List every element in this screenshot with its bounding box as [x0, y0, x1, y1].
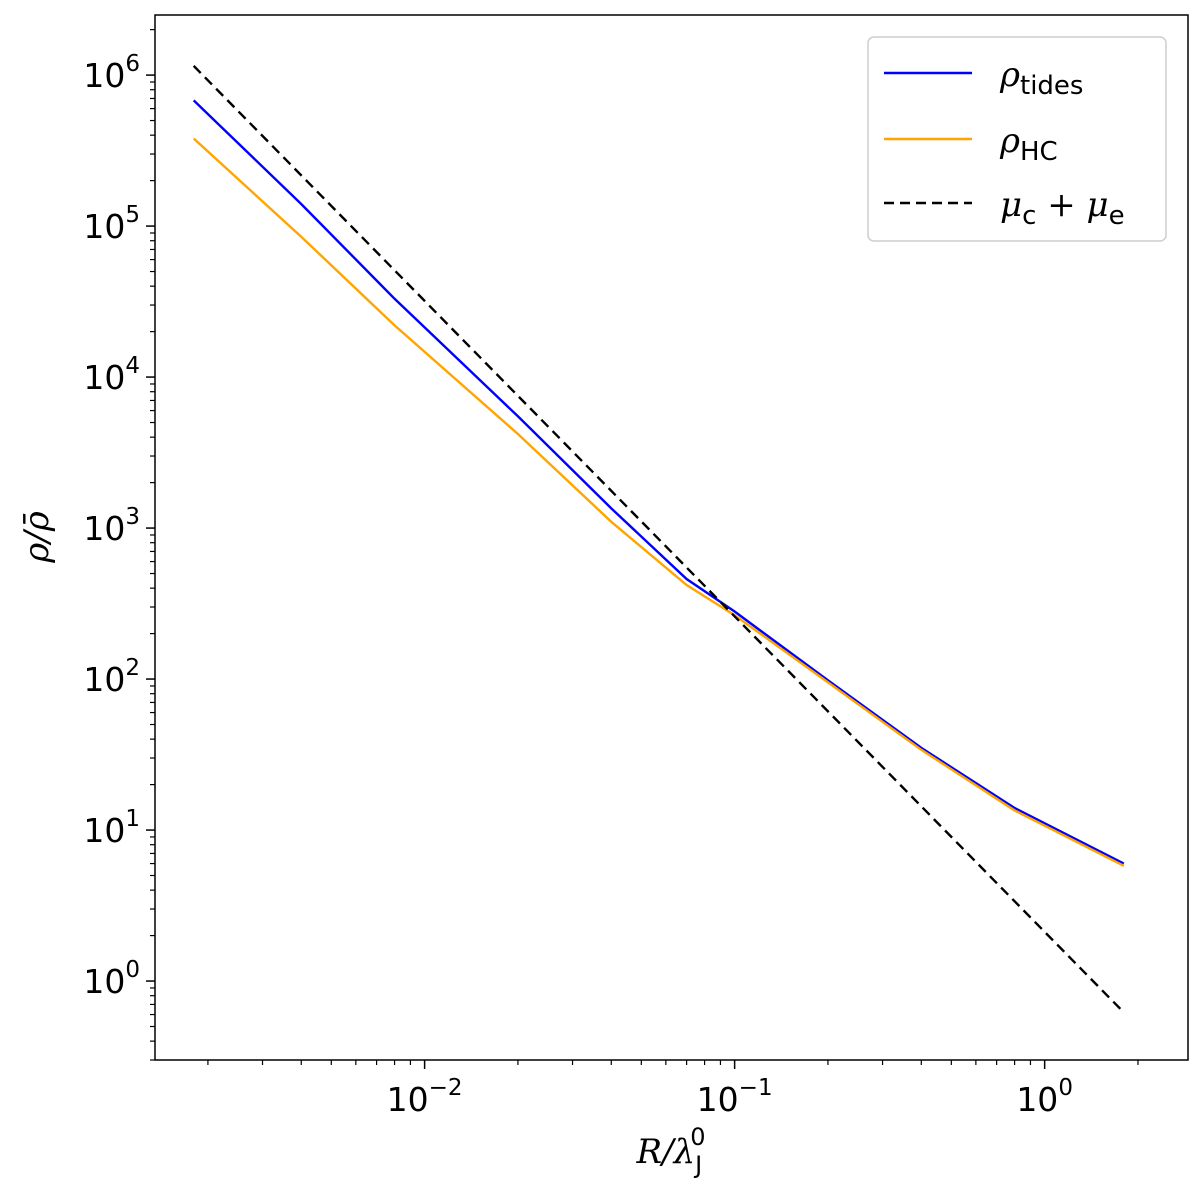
x-tick-label: 10−1	[697, 1075, 773, 1119]
x-tick-label: 100	[1016, 1075, 1073, 1119]
y-tick-label: 102	[83, 655, 140, 699]
series-line-2	[192, 65, 1125, 1014]
y-tick-label: 106	[83, 51, 140, 95]
x-tick-label: 10−2	[387, 1075, 463, 1119]
y-axis-ticks: 100 101 102 103 104 105 106	[83, 29, 155, 1061]
y-axis-label: ρ/ρ̄	[17, 511, 57, 563]
series-line-0	[192, 99, 1125, 865]
x-axis-label: R/λJ0	[636, 1123, 706, 1179]
y-tick-label: 103	[83, 504, 140, 548]
legend-label-1: ρHC	[999, 121, 1058, 167]
series-line-1	[192, 137, 1125, 867]
series-lines	[192, 65, 1125, 1014]
y-tick-label: 100	[83, 957, 140, 1001]
legend: ρtides ρHC μc + μe	[867, 36, 1167, 242]
y-tick-label: 105	[83, 202, 140, 246]
x-axis-ticks: 10−2 10−1 100	[207, 1060, 1139, 1119]
legend-label-2: μc + μe	[1000, 185, 1125, 231]
legend-box	[867, 36, 1167, 242]
legend-label-0: ρtides	[999, 55, 1083, 101]
y-tick-label: 104	[83, 353, 140, 397]
y-tick-label: 101	[83, 806, 140, 850]
